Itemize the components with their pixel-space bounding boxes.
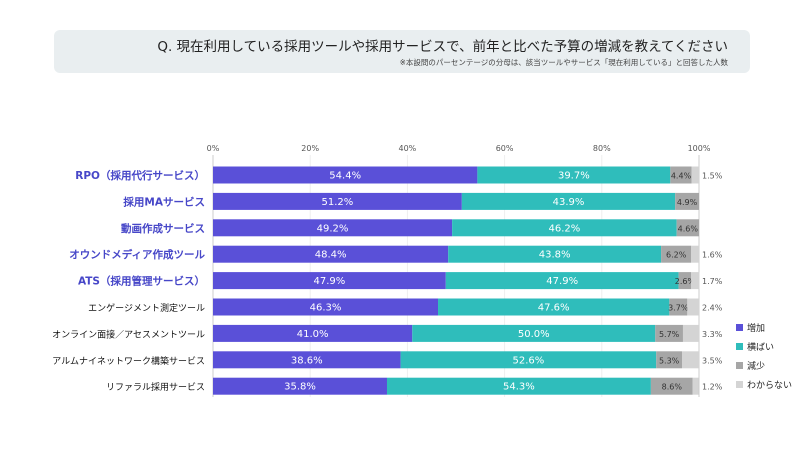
legend-swatch — [736, 362, 743, 369]
data-label: 35.8% — [284, 382, 316, 393]
bar-segment — [477, 166, 671, 184]
legend-label: 横ばい — [747, 341, 774, 353]
x-tick-label: 100% — [688, 144, 711, 153]
data-label: 46.3% — [310, 303, 342, 314]
data-label: 46.2% — [548, 223, 580, 234]
bar-segment — [691, 166, 699, 184]
bar-segment — [670, 166, 692, 184]
data-label: 4.4% — [671, 172, 692, 181]
bar-segment — [681, 351, 699, 369]
data-label: 3.5% — [702, 356, 723, 365]
legend-swatch — [736, 343, 743, 350]
bar-segment — [687, 298, 699, 316]
bar-segment — [691, 272, 700, 290]
bar-segment — [661, 245, 692, 263]
bar-segment — [692, 377, 699, 395]
legend-swatch — [736, 324, 743, 331]
bar-segment — [213, 351, 401, 369]
question-title: Q. 現在利用している採用ツールや採用サービスで、前年と比べた予算の増減を教えて… — [157, 39, 728, 55]
bar-segment — [438, 298, 670, 316]
data-label: 54.4% — [329, 171, 361, 182]
data-label: 48.4% — [315, 250, 347, 261]
bar-segment — [676, 219, 699, 237]
legend-label: わからない — [747, 380, 792, 391]
bar-segment — [656, 351, 682, 369]
bar-segment — [691, 245, 699, 263]
data-label: 3.7% — [668, 304, 689, 313]
denominator-note: ※本設問のパーセンテージの分母は、該当ツールやサービス「現在利用している」と回答… — [399, 58, 728, 67]
x-tick-label: 0% — [207, 144, 220, 153]
data-label: 1.5% — [702, 172, 723, 181]
bar-segment — [213, 298, 439, 316]
x-tick-label: 60% — [496, 144, 514, 153]
data-label: 52.6% — [513, 355, 545, 366]
x-tick-label: 80% — [593, 144, 611, 153]
data-label: 51.2% — [322, 197, 354, 208]
category-label: リファラル採用サービス — [106, 381, 205, 393]
bar-segment — [650, 377, 693, 395]
bar-segment — [678, 272, 692, 290]
bar-segment — [213, 377, 387, 395]
bar-segment — [386, 377, 651, 395]
bar-segment — [448, 245, 662, 263]
bar-segment — [213, 245, 449, 263]
bar-segment — [213, 166, 478, 184]
data-label: 49.2% — [317, 223, 349, 234]
data-label: 5.7% — [659, 330, 680, 339]
data-label: 47.9% — [314, 276, 346, 287]
bar-segment — [400, 351, 657, 369]
x-tick-label: 40% — [399, 144, 417, 153]
data-label: 1.7% — [702, 277, 723, 286]
data-label: 47.9% — [546, 276, 578, 287]
category-label: アルムナイネットワーク構築サービス — [52, 355, 205, 367]
category-label: 動画作成サービス — [121, 222, 205, 235]
data-label: 1.2% — [702, 383, 723, 392]
question-header: Q. 現在利用している採用ツールや採用サービスで、前年と比べた予算の増減を教えて… — [54, 30, 750, 73]
category-label: オウンドメディア作成ツール — [69, 248, 205, 261]
legend-label: 増加 — [747, 322, 765, 334]
data-label: 8.6% — [662, 383, 683, 392]
data-label: 54.3% — [503, 382, 535, 393]
category-label: 採用MAサービス — [123, 195, 205, 208]
data-label: 5.3% — [659, 356, 680, 365]
bar-segment — [213, 324, 413, 342]
bar-segment — [213, 272, 446, 290]
bar-segment — [675, 192, 699, 210]
data-label: 1.6% — [702, 251, 723, 260]
data-label: 38.6% — [291, 355, 323, 366]
bar-segment — [412, 324, 656, 342]
data-label: 43.8% — [539, 250, 571, 261]
data-label: 4.9% — [677, 198, 698, 207]
data-label: 6.2% — [666, 251, 687, 260]
bar-segment — [445, 272, 679, 290]
data-label: 2.4% — [702, 304, 723, 313]
category-label: ATS（採用管理サービス） — [78, 275, 205, 288]
data-label: 47.6% — [538, 303, 570, 314]
data-label: 50.0% — [518, 329, 550, 340]
data-label: 4.6% — [678, 224, 699, 233]
bar-segment — [669, 298, 688, 316]
category-label: RPO（採用代行サービス） — [75, 169, 205, 182]
bar-segment — [461, 192, 676, 210]
bar-segment — [655, 324, 683, 342]
category-label: オンライン面接／アセスメントツール — [52, 328, 205, 340]
legend-swatch — [736, 381, 743, 388]
x-tick-label: 20% — [301, 144, 319, 153]
data-label: 43.9% — [553, 197, 585, 208]
data-label: 2.6% — [675, 277, 696, 286]
category-label: エンゲージメント測定ツール — [88, 302, 205, 314]
data-label: 41.0% — [297, 329, 329, 340]
data-label: 3.3% — [702, 330, 723, 339]
bar-segment — [213, 219, 453, 237]
data-label: 39.7% — [558, 171, 590, 182]
bar-segment — [452, 219, 677, 237]
bar-segment — [682, 324, 699, 342]
legend-label: 減少 — [747, 360, 765, 372]
bar-segment — [213, 192, 462, 210]
